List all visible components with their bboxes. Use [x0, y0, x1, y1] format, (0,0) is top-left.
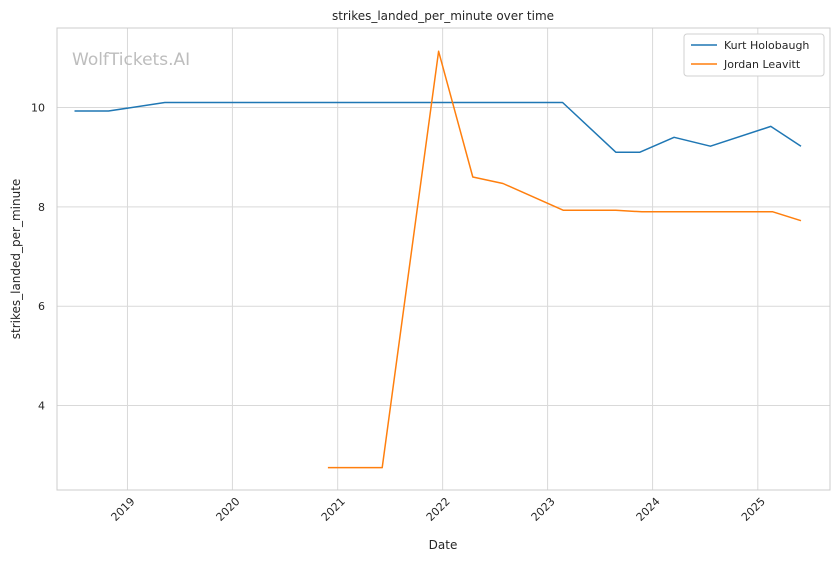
- series-line-1: [74, 101, 802, 153]
- chart-title: strikes_landed_per_minute over time: [332, 9, 554, 23]
- watermark: WolfTickets.AI: [72, 50, 190, 70]
- y-axis-title: strikes_landed_per_minute: [9, 179, 23, 340]
- y-tick-labels: 4 6 8 10: [31, 101, 45, 412]
- y-tick-label: 10: [31, 101, 45, 114]
- grid-lines: [57, 28, 830, 490]
- x-tick-label: 2022: [424, 495, 453, 524]
- y-tick-label: 4: [38, 400, 45, 413]
- x-tick-label: 2020: [214, 495, 243, 524]
- x-tick-labels: 2019 2020 2021 2022 2023 2024 2025: [109, 495, 768, 524]
- x-axis-title: Date: [429, 538, 458, 552]
- series-line-2: [327, 50, 802, 469]
- x-tick-label: 2019: [109, 495, 138, 524]
- series-lines: [74, 50, 802, 469]
- x-tick-label: 2023: [529, 495, 558, 524]
- x-tick-label: 2024: [634, 495, 663, 524]
- legend-label: Jordan Leavitt: [723, 58, 801, 71]
- x-tick-label: 2021: [319, 495, 348, 524]
- x-tick-label: 2025: [739, 495, 768, 524]
- legend-label: Kurt Holobaugh: [724, 39, 809, 52]
- y-tick-label: 8: [38, 201, 45, 214]
- plot-area-frame: [56, 27, 831, 491]
- legend: Kurt Holobaugh Jordan Leavitt: [683, 33, 825, 77]
- y-tick-label: 6: [38, 300, 45, 313]
- legend-box: [683, 33, 825, 77]
